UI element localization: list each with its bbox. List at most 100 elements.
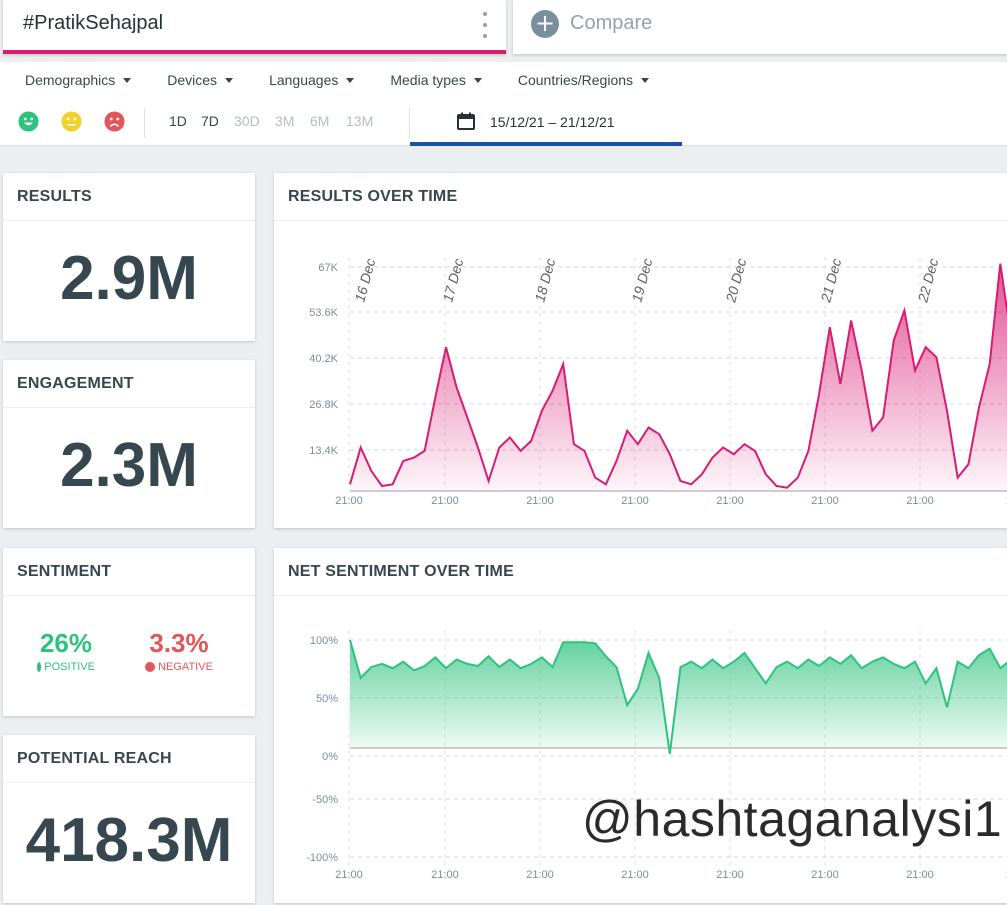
caret-down-icon — [225, 77, 234, 83]
range-1d[interactable]: 1D — [169, 113, 187, 129]
positive-label: POSITIVE — [44, 661, 95, 673]
day-label: 21 Dec — [817, 257, 844, 305]
divider — [3, 220, 255, 221]
engagement-card: ENGAGEMENT 2.3M — [3, 360, 255, 528]
x-tick-label: 21:00 — [811, 869, 839, 881]
hashtag-search-box[interactable]: #PratikSehajpal — [3, 0, 506, 54]
sentiment-chart-title: NET SENTIMENT OVER TIME — [288, 563, 514, 580]
x-tick-label: 2 — [1006, 495, 1007, 507]
x-tick-label: 21:00 — [526, 495, 554, 507]
filter-label: Devices — [167, 72, 218, 88]
hashtag-search-input[interactable]: #PratikSehajpal — [23, 12, 164, 34]
series-line — [349, 263, 1007, 489]
positive-sentiment: 26% POSITIVE — [37, 628, 95, 673]
filter-label: Languages — [269, 72, 339, 88]
caret-down-icon — [473, 77, 482, 83]
range-6m[interactable]: 6M — [310, 113, 330, 129]
y-tick-label: 67K — [318, 262, 338, 274]
divider — [274, 220, 1007, 221]
date-range-picker[interactable]: 15/12/21 – 21/12/21 — [410, 102, 682, 146]
day-label: 22 Dec — [914, 257, 941, 305]
y-tick-label: 0% — [322, 751, 338, 763]
filter-countries-regions[interactable]: Countries/Regions — [517, 72, 650, 88]
results-over-time-card: RESULTS OVER TIME 67K 53.6K 40.2K 26.8K 13.4… — [274, 173, 1007, 528]
x-tick-label: 21:00 — [906, 495, 934, 507]
range-row: 1D 7D 30D 3M 6M 13M 15/12/21 – 21/12/21 — [0, 102, 1007, 146]
caret-down-icon — [123, 77, 132, 83]
calendar-icon — [457, 112, 475, 130]
negative-face-icon — [145, 662, 156, 672]
y-tick-label: 53.6K — [309, 307, 338, 319]
results-chart-title: RESULTS OVER TIME — [288, 188, 458, 205]
x-tick-label: 21:00 — [811, 495, 839, 507]
series-area — [350, 640, 1007, 754]
y-tick-label: -50% — [312, 794, 338, 806]
more-options-icon[interactable] — [476, 12, 494, 38]
net-sentiment-card: NET SENTIMENT OVER TIME 100% 50% 0% -50% -10… — [274, 548, 1007, 903]
reach-title: POTENTIAL REACH — [17, 750, 172, 767]
neutral-sentiment-icon[interactable] — [61, 111, 82, 132]
engagement-value: 2.3M — [60, 431, 198, 500]
day-label: 16 Dec — [351, 257, 378, 304]
filter-devices[interactable]: Devices — [167, 72, 234, 88]
day-label: 19 Dec — [628, 257, 655, 304]
filter-demographics[interactable]: Demographics — [25, 72, 132, 88]
x-tick-label: 21:00 — [431, 869, 459, 881]
divider — [3, 407, 255, 408]
x-tick-label: 2 — [1006, 869, 1007, 881]
results-title: RESULTS — [17, 188, 92, 205]
divider — [144, 108, 145, 138]
x-tick-label: 21:00 — [526, 869, 554, 881]
net-sentiment-chart: 100% 50% 0% -50% -100% 21:00 21:00 21:00 21:00 21… — [306, 630, 1007, 881]
y-tick-label: 100% — [310, 635, 338, 647]
filter-dropdowns: Demographics Devices Languages Media typ… — [25, 72, 685, 88]
divider — [409, 108, 410, 138]
day-label: 17 Dec — [439, 257, 466, 304]
negative-sentiment-icon[interactable] — [104, 111, 125, 132]
caret-down-icon — [346, 77, 355, 83]
filter-media-types[interactable]: Media types — [390, 72, 482, 88]
y-tick-label: -100% — [306, 852, 338, 864]
range-3m[interactable]: 3M — [275, 113, 295, 129]
x-tick-label: 21:00 — [906, 869, 934, 881]
add-circle-icon: + — [531, 10, 559, 38]
compare-label: Compare — [570, 12, 653, 34]
range-7d[interactable]: 7D — [201, 113, 219, 129]
negative-sentiment: 3.3% NEGATIVE — [145, 628, 213, 673]
compare-button[interactable]: + Compare — [513, 0, 1007, 54]
potential-reach-card: POTENTIAL REACH 418.3M — [3, 735, 255, 903]
divider — [3, 782, 255, 783]
engagement-title: ENGAGEMENT — [17, 375, 134, 392]
negative-value: 3.3% — [149, 628, 209, 658]
positive-value: 26% — [39, 628, 93, 658]
x-tick-label: 21:00 — [716, 869, 744, 881]
y-tick-label: 13.4K — [309, 445, 338, 457]
sentiment-card: SENTIMENT 26% POSITIVE 3.3% NEGATIVE — [3, 548, 255, 716]
x-tick-label: 21:00 — [335, 495, 363, 507]
x-tick-label: 21:00 — [621, 869, 649, 881]
results-card: RESULTS 2.9M — [3, 173, 255, 341]
day-label: 20 Dec — [722, 257, 749, 305]
positive-face-icon — [37, 662, 42, 672]
range-30d[interactable]: 30D — [234, 113, 260, 129]
filter-bar: Demographics Devices Languages Media typ… — [0, 62, 1007, 146]
filter-label: Media types — [390, 72, 466, 88]
y-tick-label: 50% — [316, 693, 338, 705]
negative-label: NEGATIVE — [158, 661, 213, 673]
divider — [274, 595, 1007, 596]
results-value: 2.9M — [60, 244, 198, 313]
filter-label: Countries/Regions — [517, 72, 634, 88]
date-range-text: 15/12/21 – 21/12/21 — [490, 114, 615, 130]
y-tick-label: 40.2K — [309, 353, 338, 365]
range-13m[interactable]: 13M — [346, 113, 374, 129]
series-line — [349, 639, 1007, 755]
day-label: 18 Dec — [531, 257, 558, 304]
filter-languages[interactable]: Languages — [269, 72, 355, 88]
x-tick-label: 21:00 — [431, 495, 459, 507]
divider — [3, 595, 255, 596]
reach-value: 418.3M — [25, 806, 233, 875]
y-tick-label: 26.8K — [309, 399, 338, 411]
top-bar: #PratikSehajpal + Compare — [0, 0, 1007, 62]
positive-sentiment-icon[interactable] — [18, 111, 39, 132]
